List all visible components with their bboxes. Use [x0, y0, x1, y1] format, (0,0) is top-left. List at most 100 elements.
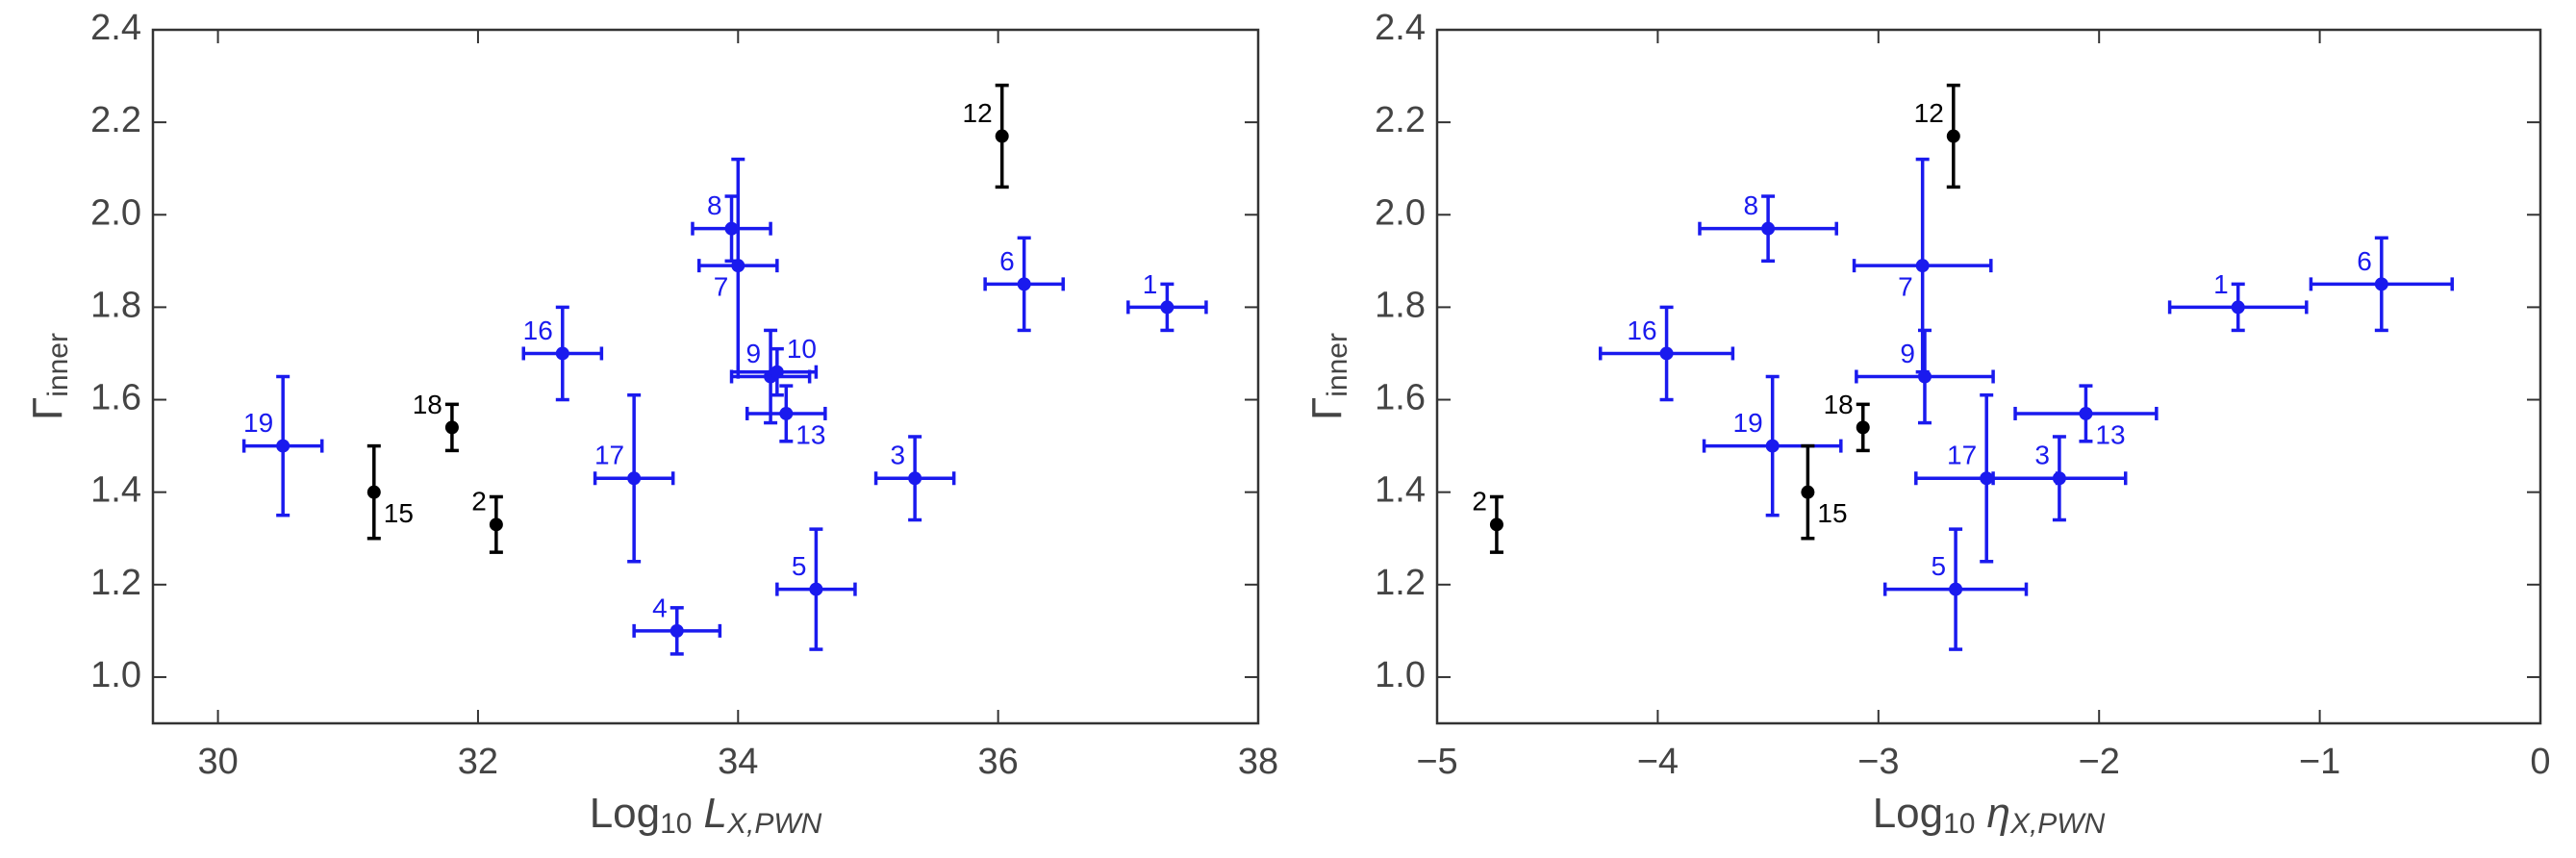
- point-label: 1: [2213, 269, 2229, 299]
- point-label: 19: [1733, 408, 1763, 438]
- point: [2231, 300, 2245, 315]
- point-label: 7: [714, 272, 729, 302]
- y-tick-label: 1.2: [90, 563, 141, 603]
- point: [444, 420, 459, 435]
- y-tick-label: 2.2: [1375, 100, 1426, 140]
- x-tick-label: 0: [2530, 742, 2550, 782]
- point-label: 17: [1947, 441, 1977, 470]
- y-tick-label: 1.6: [90, 378, 141, 418]
- point-label: 5: [1932, 551, 1947, 581]
- point-label: 7: [1898, 272, 1913, 302]
- point-label: 18: [1824, 390, 1854, 419]
- x-tick-label: −2: [2079, 742, 2120, 782]
- point-label: 3: [891, 441, 906, 470]
- point-label: 12: [963, 98, 993, 128]
- y-tick-label: 1.6: [1375, 378, 1426, 418]
- label-part: Log: [590, 790, 660, 837]
- point: [489, 517, 503, 532]
- point-label: 15: [384, 498, 414, 528]
- label-subscript: inner: [42, 333, 74, 397]
- x-axis-label: Log10 ηX,PWN: [1873, 790, 2106, 840]
- point: [1915, 259, 1930, 273]
- point: [1917, 369, 1932, 384]
- y-tick-label: 1.8: [90, 285, 141, 325]
- label-variable: η: [1987, 790, 2010, 837]
- point: [2374, 277, 2388, 291]
- point-label: 16: [523, 315, 553, 345]
- point: [627, 471, 642, 486]
- plot-frame: [151, 28, 1260, 725]
- point: [908, 471, 922, 486]
- point: [366, 485, 381, 499]
- point: [1856, 420, 1870, 435]
- point: [1017, 277, 1031, 291]
- point: [2079, 406, 2093, 420]
- y-tick-label: 2.0: [1375, 192, 1426, 233]
- x-tick-label: 30: [197, 742, 238, 782]
- label-part: Log: [1873, 790, 1943, 837]
- y-tick-label: 1.2: [1375, 563, 1426, 603]
- y-tick-label: 1.4: [90, 470, 141, 511]
- label-variable: L: [703, 790, 726, 837]
- x-tick-label: −1: [2299, 742, 2340, 782]
- point-label: 8: [1744, 190, 1759, 220]
- y-tick-label: 2.0: [90, 192, 141, 233]
- point: [1801, 485, 1815, 499]
- point-label: 10: [787, 334, 817, 364]
- point-label: 13: [2095, 419, 2125, 449]
- y-tick-label: 2.2: [90, 100, 141, 140]
- point: [809, 582, 823, 596]
- label-subscript: X,PWN: [726, 808, 822, 840]
- label-part: Γ: [24, 397, 71, 420]
- point: [1761, 221, 1776, 236]
- point: [1949, 582, 1963, 596]
- y-axis-label: Γinner: [24, 333, 74, 420]
- label-part: Γ: [1303, 397, 1351, 420]
- x-axis-label: Log10 LX,PWN: [590, 790, 822, 840]
- x-tick-label: −4: [1637, 742, 1679, 782]
- point-label: 2: [1472, 487, 1487, 517]
- point-label: 18: [413, 390, 442, 419]
- point: [724, 221, 739, 236]
- point-label: 4: [652, 593, 668, 622]
- point-label: 8: [707, 190, 722, 220]
- label-subscript: 10: [1943, 808, 1975, 840]
- x-tick-label: −5: [1416, 742, 1457, 782]
- point-label: 5: [792, 551, 807, 581]
- point-label: 12: [1914, 98, 1944, 128]
- point-label: 3: [2034, 441, 2050, 470]
- label-subscript: inner: [1322, 333, 1353, 397]
- y-tick-label: 1.8: [1375, 285, 1426, 325]
- point-label: 9: [1900, 339, 1915, 368]
- y-tick-label: 2.4: [90, 8, 141, 48]
- point: [2052, 471, 2066, 486]
- point-label: 6: [999, 246, 1015, 276]
- point: [555, 346, 569, 361]
- x-tick-label: −3: [1857, 742, 1899, 782]
- y-axis-label: Γinner: [1303, 333, 1353, 420]
- point-label: 9: [746, 339, 762, 368]
- point: [1980, 471, 1994, 486]
- point-label: 16: [1627, 315, 1656, 345]
- point: [731, 259, 745, 273]
- point: [1765, 439, 1780, 453]
- point: [1659, 346, 1674, 361]
- point: [1160, 300, 1174, 315]
- point-label: 15: [1817, 498, 1847, 528]
- point-label: 2: [471, 487, 487, 517]
- point-label: 6: [2357, 246, 2372, 276]
- label-subscript: X,PWN: [2009, 808, 2106, 840]
- plot-frame: [1435, 28, 2542, 725]
- point: [770, 365, 784, 379]
- y-tick-label: 1.0: [1375, 655, 1426, 695]
- y-tick-label: 1.0: [90, 655, 141, 695]
- point-label: 13: [796, 419, 825, 449]
- point: [276, 439, 290, 453]
- label-subscript: 10: [660, 808, 692, 840]
- x-tick-label: 38: [1238, 742, 1278, 782]
- chart-panel: −5 −4 −3 −2 −1 0 1.0 1.2 1.4 1.6 1.8 2.0 2.2 2.4 Log10…: [1303, 8, 2551, 840]
- x-tick-label: 36: [978, 742, 1019, 782]
- point: [779, 406, 794, 420]
